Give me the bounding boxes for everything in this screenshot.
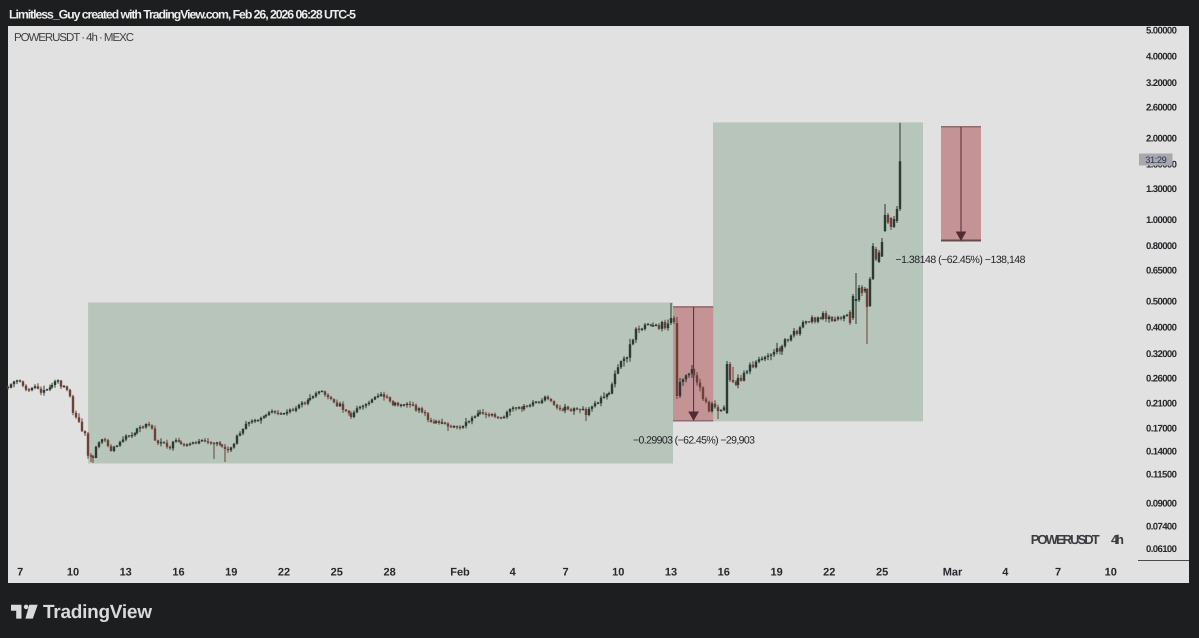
svg-text:4.00000: 4.00000 bbox=[1146, 52, 1177, 63]
svg-text:0.26000: 0.26000 bbox=[1146, 373, 1177, 384]
svg-text:22: 22 bbox=[278, 566, 290, 578]
svg-text:0.50000: 0.50000 bbox=[1146, 297, 1177, 308]
svg-text:2.00000: 2.00000 bbox=[1146, 133, 1177, 144]
svg-text:4: 4 bbox=[1002, 566, 1009, 578]
svg-text:0.09000: 0.09000 bbox=[1146, 498, 1177, 509]
svg-text:Feb: Feb bbox=[450, 566, 470, 578]
svg-text:1.00000: 1.00000 bbox=[1146, 215, 1177, 226]
svg-text:0.17000: 0.17000 bbox=[1146, 424, 1177, 435]
svg-text:0.11500: 0.11500 bbox=[1146, 470, 1177, 481]
svg-text:19: 19 bbox=[225, 566, 237, 578]
svg-text:0.32000: 0.32000 bbox=[1146, 349, 1177, 360]
svg-text:10: 10 bbox=[67, 566, 79, 578]
svg-text:4h: 4h bbox=[1111, 532, 1124, 547]
svg-text:POWERUSDT: POWERUSDT bbox=[1031, 532, 1100, 547]
svg-text:22: 22 bbox=[823, 566, 835, 578]
svg-text:0.65000: 0.65000 bbox=[1146, 266, 1177, 277]
svg-text:−1.38148 (−62.45%) −138,148: −1.38148 (−62.45%) −138,148 bbox=[896, 254, 1026, 266]
svg-text:7: 7 bbox=[562, 566, 568, 578]
svg-text:0.80000: 0.80000 bbox=[1146, 241, 1177, 252]
svg-text:25: 25 bbox=[331, 566, 343, 578]
svg-text:31:29: 31:29 bbox=[1145, 155, 1167, 165]
svg-text:16: 16 bbox=[172, 566, 184, 578]
svg-text:19: 19 bbox=[770, 566, 782, 578]
svg-text:16: 16 bbox=[718, 566, 730, 578]
svg-text:5.00000: 5.00000 bbox=[1146, 26, 1177, 37]
svg-text:13: 13 bbox=[665, 566, 677, 578]
svg-text:0.06100: 0.06100 bbox=[1146, 544, 1177, 555]
svg-text:25: 25 bbox=[876, 566, 888, 578]
svg-text:Limitless_Guy created with Tra: Limitless_Guy created with TradingView.c… bbox=[9, 7, 356, 21]
svg-text:POWERUSDT · 4h · MEXC: POWERUSDT · 4h · MEXC bbox=[14, 32, 134, 44]
svg-text:−0.29903 (−62.45%) −29,903: −0.29903 (−62.45%) −29,903 bbox=[633, 434, 755, 446]
svg-text:0.21000: 0.21000 bbox=[1146, 399, 1177, 410]
svg-text:10: 10 bbox=[1105, 566, 1117, 578]
svg-text:Mar: Mar bbox=[943, 566, 963, 578]
svg-text:3.20000: 3.20000 bbox=[1146, 78, 1177, 89]
svg-text:7: 7 bbox=[17, 566, 23, 578]
svg-text:0.40000: 0.40000 bbox=[1146, 323, 1177, 334]
svg-text:13: 13 bbox=[120, 566, 132, 578]
svg-text:4: 4 bbox=[510, 566, 517, 578]
svg-text:TradingView: TradingView bbox=[43, 602, 152, 623]
svg-text:0.07400: 0.07400 bbox=[1146, 522, 1177, 533]
svg-text:0.14000: 0.14000 bbox=[1146, 446, 1177, 457]
svg-text:7: 7 bbox=[1055, 566, 1061, 578]
svg-text:28: 28 bbox=[383, 566, 395, 578]
svg-text:1.30000: 1.30000 bbox=[1146, 184, 1177, 195]
svg-text:10: 10 bbox=[612, 566, 624, 578]
svg-text:2.60000: 2.60000 bbox=[1146, 103, 1177, 114]
